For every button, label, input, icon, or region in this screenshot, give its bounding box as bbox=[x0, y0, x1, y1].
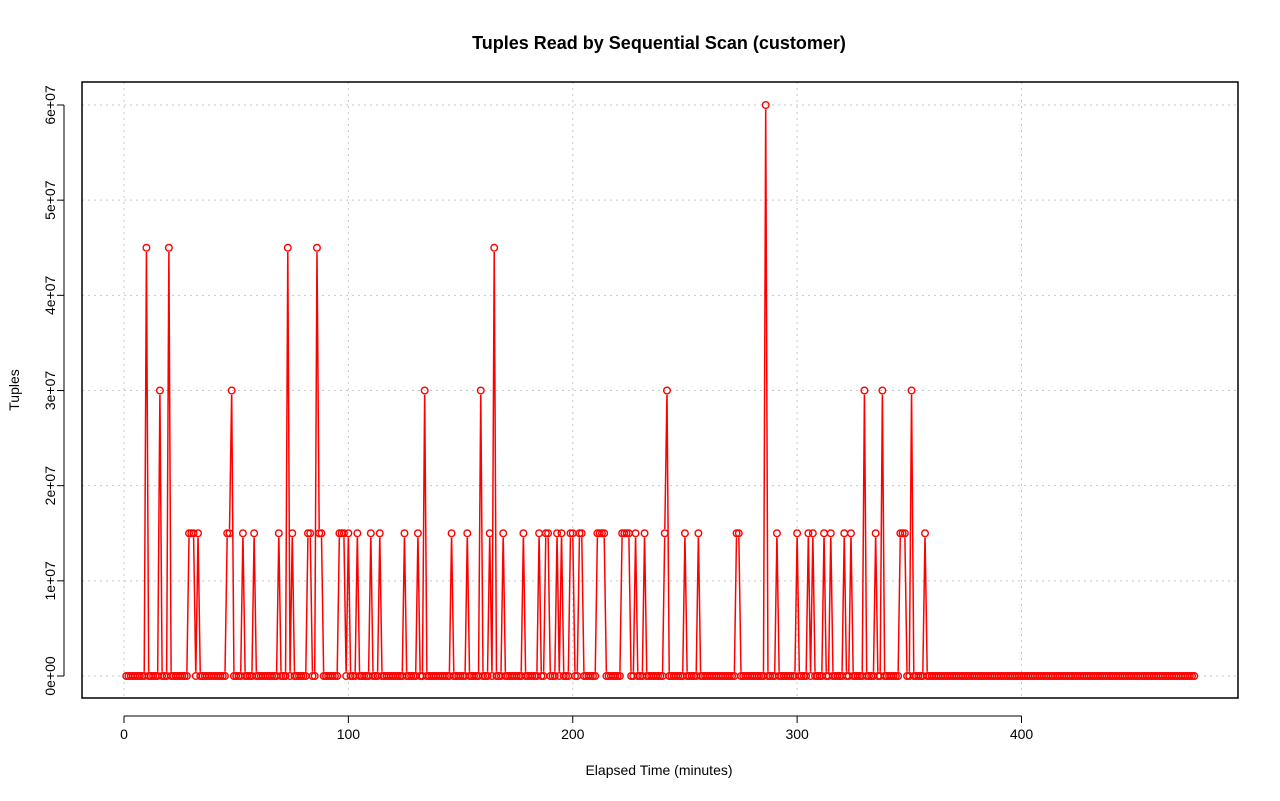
data-point bbox=[225, 529, 234, 538]
y-tick-label: 3e+07 bbox=[42, 371, 58, 411]
data-point bbox=[557, 529, 566, 538]
data-point bbox=[333, 672, 342, 681]
data-point bbox=[615, 672, 624, 681]
x-axis: 0 100 200 300 400 bbox=[120, 715, 1034, 742]
x-tick-label: 400 bbox=[1010, 726, 1034, 742]
data-point bbox=[317, 529, 326, 538]
data-point bbox=[826, 529, 835, 538]
data-point bbox=[871, 529, 880, 538]
y-tick-label: 5e+07 bbox=[42, 180, 58, 220]
data-point bbox=[312, 243, 321, 252]
data-point bbox=[485, 529, 494, 538]
data-point bbox=[761, 100, 770, 109]
data-point bbox=[808, 529, 817, 538]
data-point bbox=[366, 529, 375, 538]
data-point bbox=[577, 529, 586, 538]
y-tick-label: 2e+07 bbox=[42, 466, 58, 506]
grid-lines bbox=[82, 82, 1238, 698]
data-point bbox=[907, 386, 916, 395]
plot-frame bbox=[81, 81, 1239, 699]
data-point bbox=[306, 529, 315, 538]
data-point bbox=[591, 672, 600, 681]
data-point bbox=[499, 529, 508, 538]
data-point bbox=[476, 386, 485, 395]
data-point bbox=[353, 529, 362, 538]
y-tick-label: 1e+07 bbox=[42, 561, 58, 601]
data-point bbox=[220, 672, 229, 681]
data-point bbox=[900, 529, 909, 538]
data-point bbox=[310, 672, 319, 681]
data-point bbox=[921, 529, 930, 538]
data-point bbox=[375, 529, 384, 538]
y-tick-label: 6e+07 bbox=[42, 85, 58, 125]
chart-title: Tuples Read by Sequential Scan (customer… bbox=[472, 33, 846, 53]
data-point bbox=[600, 529, 609, 538]
data-point bbox=[250, 529, 259, 538]
data-point bbox=[142, 243, 151, 252]
data-point bbox=[227, 386, 236, 395]
y-tick-label: 0e+00 bbox=[42, 656, 58, 696]
data-point bbox=[519, 529, 528, 538]
data-point bbox=[662, 386, 671, 395]
data-point bbox=[640, 529, 649, 538]
data-series bbox=[122, 100, 1199, 681]
y-axis: 0e+00 1e+07 2e+07 3e+07 4e+07 5e+07 6e+07 bbox=[42, 85, 65, 696]
data-point bbox=[281, 672, 290, 681]
data-point bbox=[344, 529, 353, 538]
data-point bbox=[550, 672, 559, 681]
data-point bbox=[182, 672, 191, 681]
data-point bbox=[483, 672, 492, 681]
data-point bbox=[860, 386, 869, 395]
data-point bbox=[238, 529, 247, 538]
data-point bbox=[274, 529, 283, 538]
data-point bbox=[155, 386, 164, 395]
data-point bbox=[164, 243, 173, 252]
data-point bbox=[1190, 672, 1199, 681]
data-point bbox=[283, 243, 292, 252]
x-tick-label: 100 bbox=[337, 726, 361, 742]
data-point bbox=[288, 529, 297, 538]
data-point bbox=[804, 529, 813, 538]
data-point bbox=[413, 529, 422, 538]
data-point bbox=[420, 386, 429, 395]
data-point bbox=[802, 672, 811, 681]
y-axis-label: Tuples bbox=[6, 369, 22, 411]
data-point bbox=[846, 529, 855, 538]
data-point bbox=[878, 386, 887, 395]
data-point bbox=[694, 529, 703, 538]
data-point bbox=[680, 529, 689, 538]
data-point bbox=[660, 529, 669, 538]
x-tick-label: 300 bbox=[785, 726, 809, 742]
data-point bbox=[631, 529, 640, 538]
series-line bbox=[143, 109, 928, 672]
data-point bbox=[194, 529, 203, 538]
data-point bbox=[189, 529, 198, 538]
data-point bbox=[553, 529, 562, 538]
x-tick-label: 200 bbox=[561, 726, 585, 742]
y-tick-label: 4e+07 bbox=[42, 275, 58, 315]
data-point bbox=[447, 529, 456, 538]
data-point bbox=[894, 672, 903, 681]
data-point bbox=[734, 529, 743, 538]
data-point bbox=[463, 529, 472, 538]
data-point bbox=[772, 529, 781, 538]
data-point bbox=[339, 529, 348, 538]
x-axis-label: Elapsed Time (minutes) bbox=[585, 762, 732, 778]
data-point bbox=[544, 529, 553, 538]
data-point bbox=[400, 529, 409, 538]
data-point bbox=[490, 243, 499, 252]
data-point bbox=[793, 529, 802, 538]
x-tick-label: 0 bbox=[120, 726, 128, 742]
